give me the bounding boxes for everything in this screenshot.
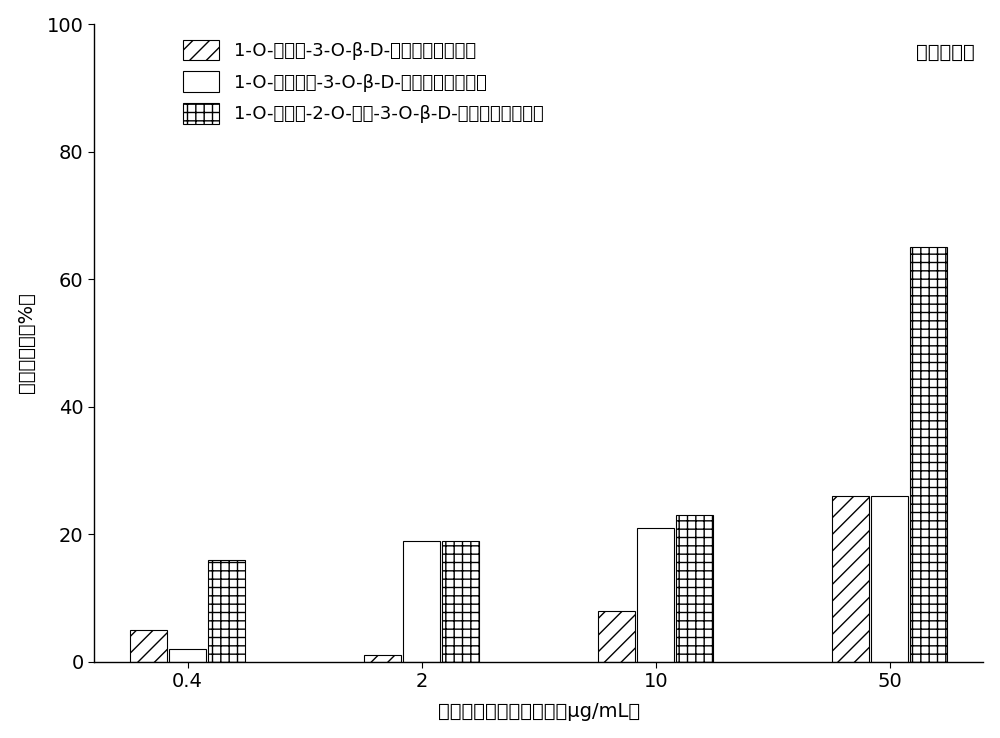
Text: 赤潮异弯藻: 赤潮异弯藻: [916, 44, 974, 62]
Bar: [130, 630, 167, 662]
Bar: [637, 528, 674, 662]
Bar: [169, 649, 206, 662]
Bar: [442, 541, 479, 662]
Bar: [598, 611, 635, 662]
Bar: [832, 496, 869, 662]
Bar: [208, 560, 245, 662]
Y-axis label: 生长抑制率（%）: 生长抑制率（%）: [17, 292, 36, 393]
Bar: [871, 496, 908, 662]
Bar: [676, 515, 713, 662]
Bar: [403, 541, 440, 662]
Bar: [910, 247, 947, 662]
X-axis label: 甘油糖脂类化合物浓度（μg/mL）: 甘油糖脂类化合物浓度（μg/mL）: [438, 703, 640, 721]
Bar: [364, 655, 401, 662]
Legend: 1-O-棕梆酸-3-O-β-D-吵喂半乳糖甘油脂, 1-O-十八烷酸-3-O-β-D-吵喂半乳糖甘油脂, 1-O-棕梆酸-2-O-油酸-3-O-β-D-吵喂半乳: 1-O-棕梆酸-3-O-β-D-吵喂半乳糖甘油脂, 1-O-十八烷酸-3-O-β…: [183, 40, 543, 124]
